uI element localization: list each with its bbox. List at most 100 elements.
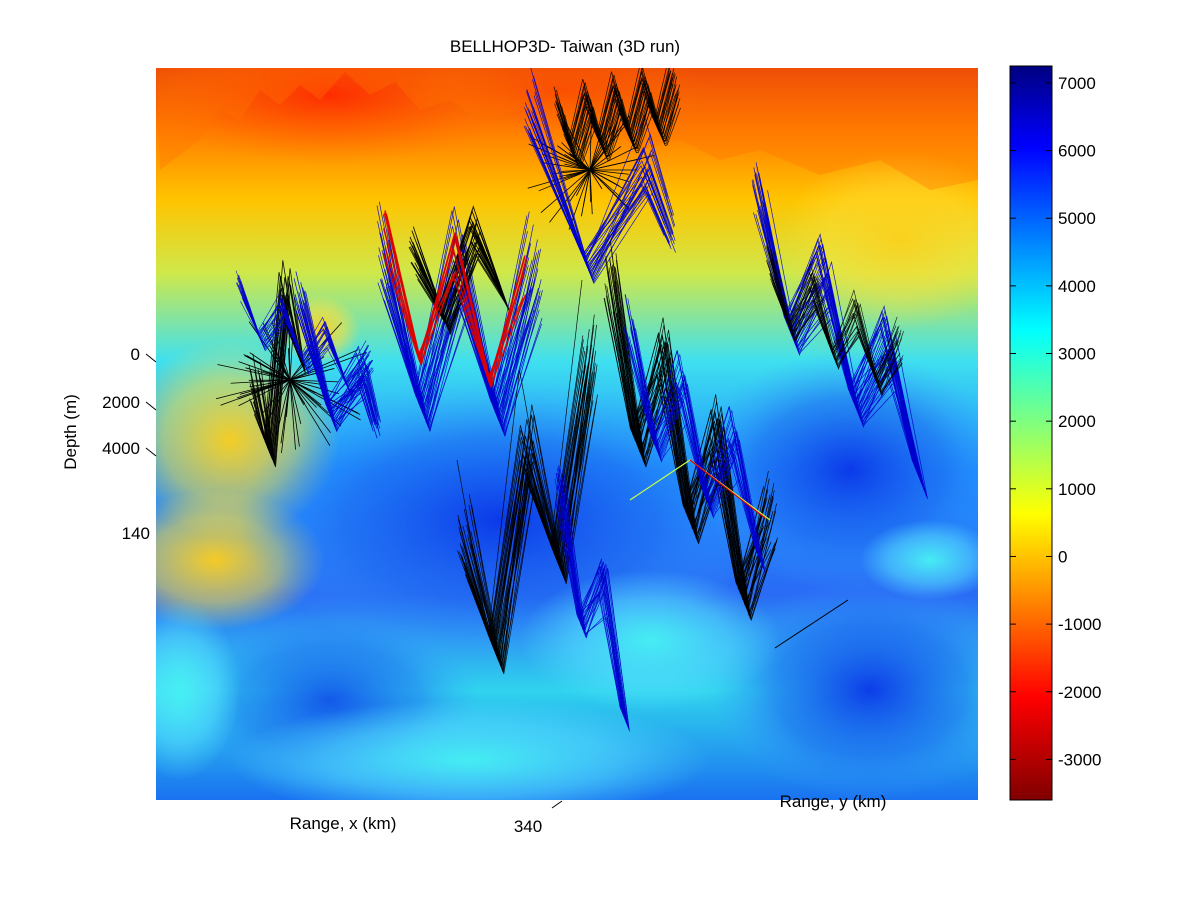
ray-path [259,268,306,466]
ray-path [563,492,630,730]
ray-path [635,328,766,574]
ray-path [561,76,678,158]
ray-bundle [623,294,766,574]
ray-path [565,107,681,169]
ray-path [689,459,766,519]
ray-path [420,242,511,336]
ray-path [260,284,306,468]
ray-path [385,213,528,388]
ray-path [559,475,626,720]
ray-path [531,111,672,275]
ray-path [765,214,927,496]
ray-bundle [553,68,681,169]
ray-path [257,275,304,462]
ray-path [589,169,621,198]
x-tick-label: 340 [514,817,542,836]
ray-path [243,300,374,398]
z-tick-label: 0 [131,345,140,364]
ray-path [289,379,317,408]
ray-path [258,279,305,464]
ray-path [467,400,594,664]
ray-path [289,368,335,381]
ray-path [289,379,296,450]
ray-bundle [382,210,528,388]
ray-path [289,379,339,383]
ray-path [249,379,291,388]
ray-path [468,314,595,666]
ray-path [382,252,524,382]
ray-path [289,351,367,381]
z-tick-label: 4000 [102,439,140,458]
ray-path [581,169,591,217]
ray-bundle [603,240,778,621]
z-tick-label: 2000 [102,393,140,412]
ray-path [589,146,622,171]
ray-path [589,155,655,171]
ray-path [568,169,591,230]
ray-path [471,324,597,672]
ray-path [302,287,378,426]
ray-path [274,379,291,444]
ray-bundle [765,236,904,397]
ray-path [634,367,766,573]
ray-path [538,169,591,192]
ray-bundle [235,270,374,398]
colorbar-tick-label: 1000 [1058,480,1096,499]
ray-path [534,115,676,284]
ray-path [289,379,331,433]
z-tick-mark [145,401,157,411]
ray-path [471,364,598,673]
ray-path [542,143,591,171]
ray-path [774,599,849,649]
ray-path [289,379,306,404]
ray-path [534,91,676,283]
colorbar-tick-label: 5000 [1058,209,1096,228]
ray-path [532,110,674,278]
ray-path [564,97,681,167]
ray-path [589,169,629,182]
chart-title: BELLHOP3D- Taiwan (3D run) [450,37,680,56]
ray-path [533,95,675,281]
ray-fans [215,68,928,732]
ray-path [564,84,680,165]
ray-path [589,169,603,190]
ray-path [289,379,316,394]
colorbar-tick-label: 6000 [1058,142,1096,161]
ray-path [563,520,629,729]
ray-path [569,169,591,202]
colorbar-tick-label: -3000 [1058,750,1101,769]
ray-path [301,323,378,439]
ray-bundle [523,68,676,284]
colorbar-tick-label: -1000 [1058,615,1101,634]
ray-bundle [554,465,630,732]
ray-path [533,76,674,280]
ray-path [417,234,509,330]
z-tick-mark [145,447,157,457]
ray-path [562,524,629,728]
ray-path [532,106,674,279]
ray-path [530,68,668,265]
ray-path [472,394,598,675]
ray-path [589,169,593,215]
ray-path [254,316,301,455]
ray-path [555,499,622,710]
ray-path [289,349,359,381]
ray-path [625,346,757,550]
ray-path [534,122,675,282]
ray-path [631,345,762,565]
ray-path [634,336,765,572]
ray-path [566,169,591,176]
colorbar-tick-label: 7000 [1058,74,1096,93]
ray-path [535,134,676,284]
ray-path [589,169,624,189]
ray-path [281,379,291,454]
ray-path [531,120,673,275]
ray-path [529,128,670,269]
axes: Depth (m) 0 2000 4000 140 340 Range, x (km… [61,345,886,836]
ray-path [576,169,591,196]
x-axis-label: Range, x (km) [290,814,397,833]
ray-path [589,146,638,171]
side-tick-label: 140 [122,524,150,543]
ray-path [384,249,527,388]
